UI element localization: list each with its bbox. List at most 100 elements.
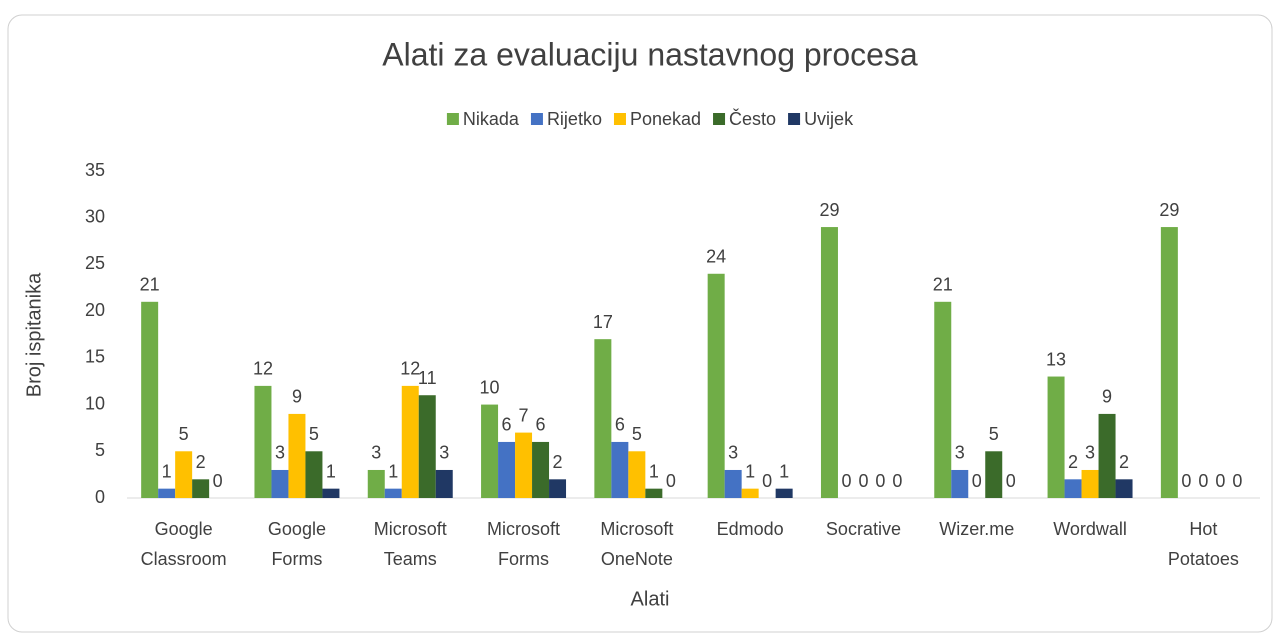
bar	[141, 301, 159, 498]
bar	[934, 301, 952, 498]
x-tick-label: Socrative	[826, 519, 901, 539]
legend-label: Uvijek	[804, 109, 854, 129]
value-label: 24	[706, 247, 726, 267]
bar	[532, 441, 550, 498]
y-tick-label: 10	[85, 393, 105, 413]
value-label: 0	[875, 471, 885, 491]
bar	[1160, 227, 1178, 499]
bar	[481, 404, 499, 498]
value-label: 1	[388, 461, 398, 481]
value-label: 6	[502, 415, 512, 435]
value-label: 0	[762, 471, 772, 491]
y-tick-label: 0	[95, 487, 105, 507]
value-label: 5	[632, 424, 642, 444]
value-label: 1	[779, 461, 789, 481]
y-tick-label: 15	[85, 347, 105, 367]
bar	[1081, 469, 1099, 498]
value-label: 0	[1198, 471, 1208, 491]
y-tick-label: 25	[85, 253, 105, 273]
bar	[192, 479, 210, 498]
bar	[820, 227, 838, 499]
legend-swatch	[530, 113, 543, 125]
value-label: 7	[519, 405, 529, 425]
x-tick-label: Wordwall	[1053, 519, 1127, 539]
value-label: 0	[972, 471, 982, 491]
bar	[158, 488, 176, 498]
value-label: 1	[326, 461, 336, 481]
bar	[367, 469, 385, 498]
y-tick-label: 5	[95, 440, 105, 460]
value-label: 0	[1215, 471, 1225, 491]
value-label: 12	[400, 359, 420, 379]
bar	[515, 432, 533, 498]
value-label: 2	[1068, 452, 1078, 472]
legend-label: Rijetko	[547, 109, 602, 129]
legend-swatch	[446, 113, 459, 125]
bar	[1098, 413, 1116, 498]
value-label: 0	[1006, 471, 1016, 491]
value-label: 2	[553, 452, 563, 472]
value-label: 0	[1232, 471, 1242, 491]
bar	[271, 469, 289, 498]
value-label: 0	[1181, 471, 1191, 491]
bar	[322, 488, 340, 498]
value-label: 3	[439, 443, 449, 463]
x-tick-label: Edmodo	[717, 519, 784, 539]
bar	[549, 479, 567, 498]
chart-frame	[7, 14, 1273, 633]
bar	[951, 469, 969, 498]
x-tick-label: Microsoft Teams	[374, 519, 447, 569]
value-label: 2	[196, 452, 206, 472]
legend-swatch	[713, 113, 726, 125]
value-label: 1	[162, 461, 172, 481]
value-label: 5	[309, 424, 319, 444]
bar	[741, 488, 759, 498]
value-label: 0	[858, 471, 868, 491]
legend-label: Nikada	[463, 109, 520, 129]
value-label: 3	[275, 443, 285, 463]
bar	[254, 385, 272, 498]
value-label: 6	[536, 415, 546, 435]
legend-label: Često	[729, 108, 776, 129]
y-tick-label: 30	[85, 206, 105, 226]
value-label: 29	[819, 200, 839, 220]
x-axis-title: Alati	[631, 588, 670, 610]
y-tick-label: 35	[85, 160, 105, 180]
legend-swatch	[613, 113, 626, 125]
x-tick-label: Hot Potatoes	[1168, 519, 1239, 569]
value-label: 9	[1102, 387, 1112, 407]
x-tick-label: Google Classroom	[141, 519, 227, 569]
y-axis-title: Broj ispitanika	[23, 272, 45, 397]
bar	[305, 451, 323, 498]
bar	[985, 451, 1003, 498]
bar	[288, 413, 306, 498]
value-label: 1	[745, 461, 755, 481]
bar	[724, 469, 742, 498]
bar	[384, 488, 402, 498]
bar	[775, 488, 793, 498]
chart-title: Alati za evaluaciju nastavnog procesa	[382, 36, 918, 72]
bar	[1064, 479, 1082, 498]
bar	[175, 451, 193, 498]
x-tick-label: Wizer.me	[939, 519, 1014, 539]
value-label: 9	[292, 387, 302, 407]
bar	[435, 469, 453, 498]
bar	[611, 441, 629, 498]
bar	[628, 451, 646, 498]
value-label: 10	[480, 377, 500, 397]
legend-swatch	[788, 113, 801, 125]
value-label: 6	[615, 415, 625, 435]
value-label: 11	[418, 368, 437, 388]
value-label: 0	[892, 471, 902, 491]
value-label: 0	[666, 471, 676, 491]
bar	[594, 339, 612, 498]
value-label: 21	[933, 275, 953, 295]
value-label: 29	[1159, 200, 1179, 220]
value-label: 3	[955, 443, 965, 463]
x-tick-label: Microsoft Forms	[487, 519, 560, 569]
bar	[645, 488, 663, 498]
value-label: 3	[1085, 443, 1095, 463]
y-tick-label: 20	[85, 300, 105, 320]
bar	[707, 273, 725, 498]
